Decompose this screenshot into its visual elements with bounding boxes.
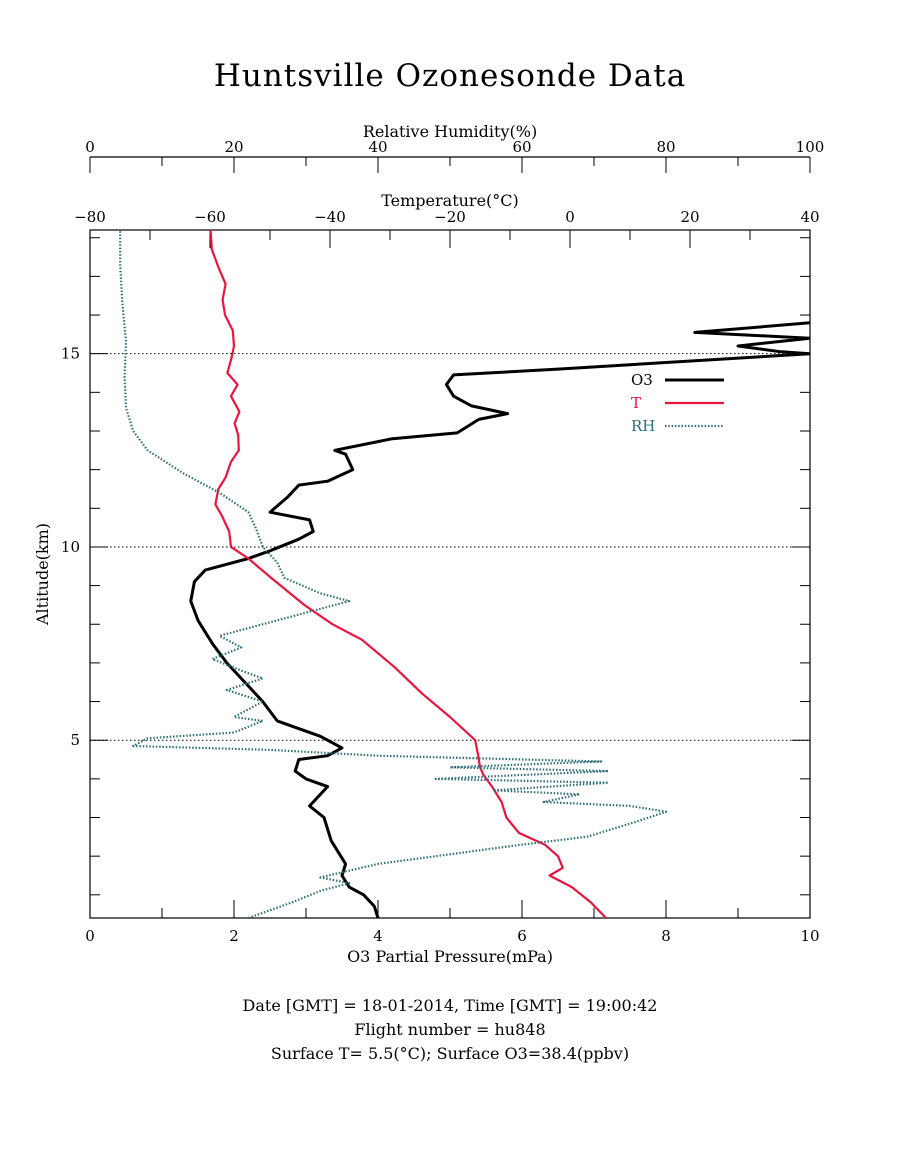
rh-tick-label-20: 20 (224, 138, 243, 156)
rh-tick-label-60: 60 (512, 138, 531, 156)
o3-tick-label-0: 0 (85, 927, 95, 945)
series-line-o3 (189, 321, 810, 918)
temp-tick-label--60: −60 (194, 208, 226, 226)
footer-flight-number: Flight number = hu848 (354, 1020, 546, 1039)
rh-tick-label-40: 40 (368, 138, 387, 156)
o3-tick-label-8: 8 (661, 927, 671, 945)
temp-tick-label-40: 40 (800, 208, 819, 226)
rh-tick-label-0: 0 (85, 138, 95, 156)
o3-tick-label-4: 4 (373, 927, 383, 945)
rh-tick-label-80: 80 (656, 138, 675, 156)
y-tick-label-15: 15 (61, 345, 80, 363)
legend-label-rh: RH (631, 417, 655, 435)
y-axis-label: Altitude(km) (33, 523, 52, 626)
o3-tick-label-2: 2 (229, 927, 239, 945)
chart-title: Huntsville Ozonesonde Data (213, 58, 687, 94)
temp-tick-label-20: 20 (680, 208, 699, 226)
legend-label-o3: O3 (631, 371, 653, 389)
o3-tick-label-10: 10 (800, 927, 819, 945)
o3-axis-label: O3 Partial Pressure(mPa) (347, 947, 553, 966)
series-line-rh (119, 230, 668, 918)
y-tick-label-5: 5 (70, 731, 80, 749)
y-tick-label-10: 10 (61, 538, 80, 556)
temp-tick-label-0: 0 (565, 208, 575, 226)
temp-tick-label--80: −80 (74, 208, 106, 226)
temp-tick-label--40: −40 (314, 208, 346, 226)
temp-axis-label: Temperature(°C) (381, 191, 519, 210)
footer-date-time: Date [GMT] = 18-01-2014, Time [GMT] = 19… (242, 996, 658, 1015)
rh-tick-label-100: 100 (796, 138, 825, 156)
temp-tick-label--20: −20 (434, 208, 466, 226)
legend-label-t: T (631, 394, 641, 412)
rh-axis-label: Relative Humidity(%) (363, 122, 537, 141)
footer-surface-values: Surface T= 5.5(°C); Surface O3=38.4(ppbv… (270, 1044, 630, 1063)
series-line-t (209, 230, 607, 918)
o3-tick-label-6: 6 (517, 927, 527, 945)
